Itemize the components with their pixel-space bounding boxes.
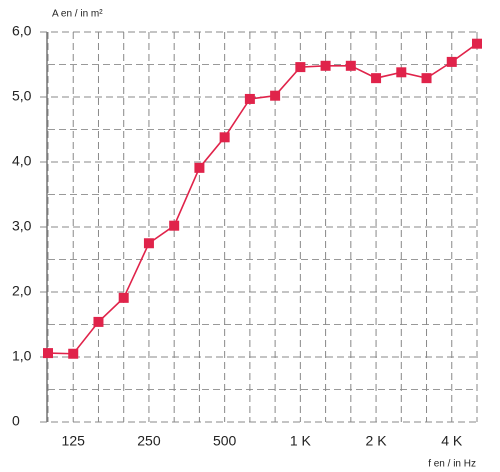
x-tick-label: 250 bbox=[137, 433, 161, 449]
data-point bbox=[320, 60, 331, 71]
y-tick-label: 4,0 bbox=[12, 153, 32, 169]
x-axis-label: f en / in Hz bbox=[428, 459, 476, 470]
data-point bbox=[194, 162, 205, 173]
x-tick-label: 4 K bbox=[441, 433, 463, 449]
x-tick-label: 125 bbox=[62, 433, 86, 449]
data-point bbox=[118, 292, 129, 303]
data-point bbox=[244, 93, 255, 104]
data-line bbox=[47, 43, 478, 355]
data-point bbox=[93, 316, 104, 327]
x-tick-label: 1 K bbox=[290, 433, 312, 449]
data-point bbox=[169, 220, 180, 231]
y-tick-label: 6,0 bbox=[12, 23, 32, 39]
data-point bbox=[270, 90, 281, 101]
data-point bbox=[446, 56, 457, 67]
data-point bbox=[421, 73, 432, 84]
x-tick-label: 500 bbox=[213, 433, 237, 449]
y-tick-label: 2,0 bbox=[12, 283, 32, 299]
data-point bbox=[371, 73, 382, 84]
data-point bbox=[43, 348, 53, 359]
data-point bbox=[345, 60, 356, 71]
data-point bbox=[295, 62, 306, 73]
data-point bbox=[472, 38, 482, 49]
data-point bbox=[396, 67, 407, 78]
x-tick-label: 2 K bbox=[366, 433, 388, 449]
y-tick-label: 0 bbox=[12, 413, 20, 429]
data-point bbox=[143, 238, 154, 249]
y-tick-label: 5,0 bbox=[12, 88, 32, 104]
data-point bbox=[219, 132, 230, 143]
y-tick-label: 3,0 bbox=[12, 218, 32, 234]
y-axis-label: A en / in m² bbox=[52, 9, 103, 20]
y-tick-label: 1,0 bbox=[12, 348, 32, 364]
data-point bbox=[68, 348, 79, 359]
